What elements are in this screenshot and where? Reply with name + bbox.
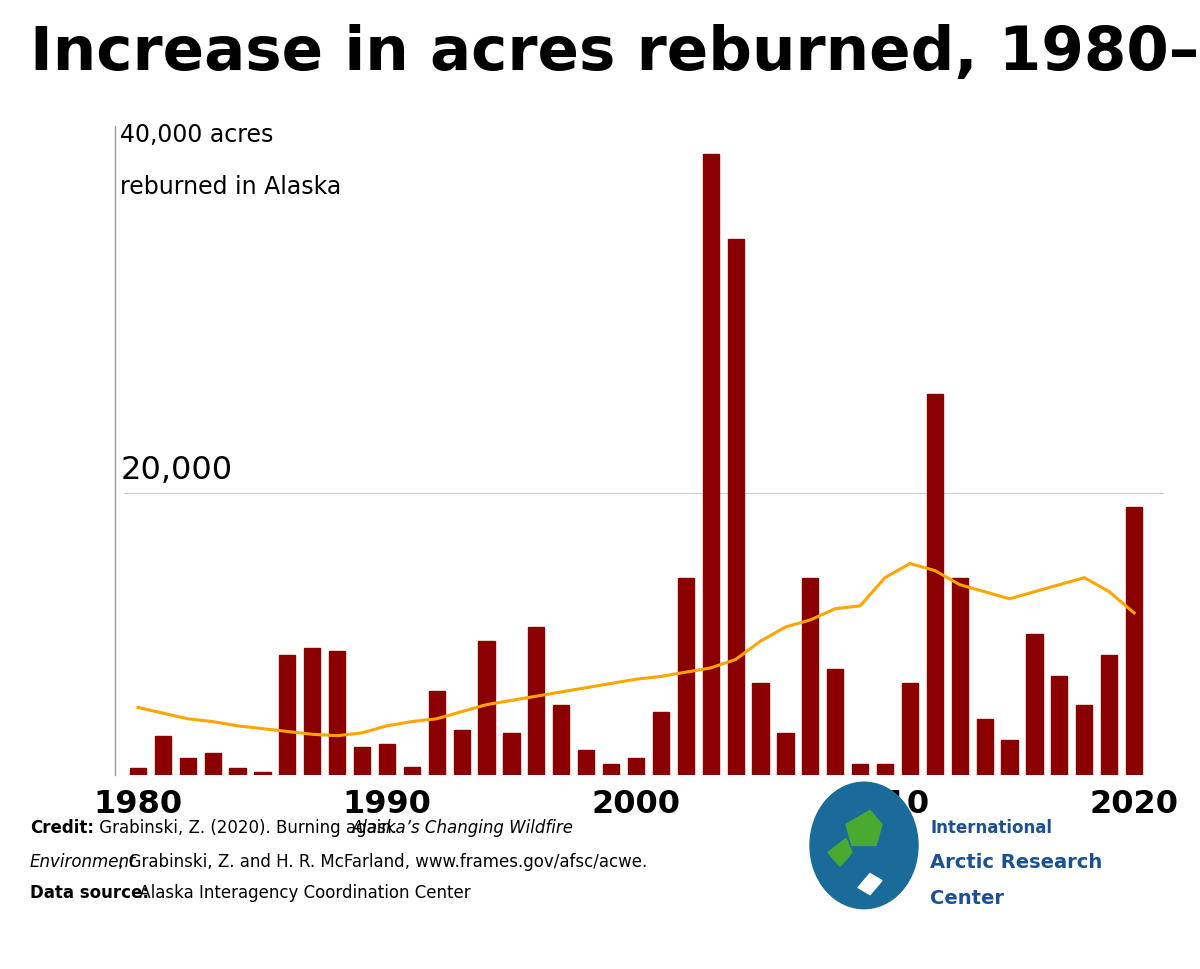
Text: 20,000: 20,000 [120,454,233,485]
Bar [578,750,594,775]
Text: Alaska’s Changing Wildfire: Alaska’s Changing Wildfire [352,819,574,837]
Bar [678,578,694,775]
Bar [204,753,221,775]
Bar [428,691,445,775]
Bar [454,730,469,775]
Circle shape [810,782,918,909]
Bar [155,735,170,775]
Text: , Grabinski, Z. and H. R. McFarland, www.frames.gov/afsc/acwe.: , Grabinski, Z. and H. R. McFarland, www… [118,853,647,871]
Text: International: International [930,819,1052,837]
Bar [778,733,793,775]
Text: Data source:: Data source: [30,884,149,902]
Polygon shape [828,838,852,866]
Bar [727,239,744,775]
Bar [602,764,619,775]
Bar [653,711,668,775]
Bar [379,744,395,775]
Bar [229,768,246,775]
Text: Environment: Environment [30,853,137,871]
Bar [1002,740,1018,775]
Bar [977,719,992,775]
Text: Center: Center [930,889,1004,908]
Bar [1051,676,1068,775]
Text: Increase in acres reburned, 1980–2020: Increase in acres reburned, 1980–2020 [30,24,1200,83]
Text: reburned in Alaska: reburned in Alaska [120,175,342,200]
Text: Alaska Interagency Coordination Center: Alaska Interagency Coordination Center [134,884,472,902]
Bar [803,578,818,775]
Text: Credit:: Credit: [30,819,94,837]
Bar [877,764,893,775]
Bar [528,627,545,775]
Text: 40,000 acres: 40,000 acres [120,123,274,147]
Bar [628,759,644,775]
Bar [130,768,146,775]
Bar [1102,655,1117,775]
Polygon shape [846,810,882,845]
Bar [329,651,346,775]
Bar [280,655,295,775]
Bar [354,747,370,775]
Bar [1126,507,1142,775]
Bar [926,394,943,775]
Bar [1076,704,1092,775]
Bar [503,733,520,775]
Bar [304,648,320,775]
Bar [1026,634,1043,775]
Bar [479,641,494,775]
Bar [703,154,719,775]
Bar [902,683,918,775]
Bar [852,764,869,775]
Bar [553,704,569,775]
Text: Arctic Research: Arctic Research [930,853,1103,872]
Text: Grabinski, Z. (2020). Burning again.: Grabinski, Z. (2020). Burning again. [94,819,402,837]
Bar [952,578,968,775]
Bar [254,771,270,775]
Bar [180,759,196,775]
Polygon shape [858,874,882,894]
Bar [403,766,420,775]
Bar [752,683,769,775]
Bar [827,670,844,775]
